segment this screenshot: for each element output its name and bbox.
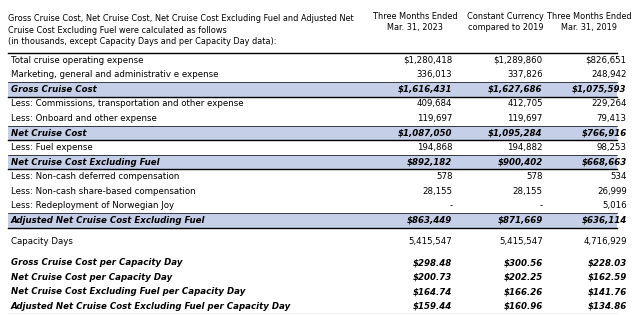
Text: $1,075,593: $1,075,593 (572, 85, 627, 94)
Text: Gross Cruise Cost: Gross Cruise Cost (11, 85, 97, 94)
Text: $159.44: $159.44 (413, 302, 452, 311)
Text: Less: Commissions, transportation and other expense: Less: Commissions, transportation and ot… (11, 100, 243, 108)
Text: $228.03: $228.03 (588, 258, 627, 267)
Text: Gross Cruise Cost per Capacity Day: Gross Cruise Cost per Capacity Day (11, 258, 182, 267)
Text: Less: Non-cash deferred compensation: Less: Non-cash deferred compensation (11, 172, 179, 181)
Bar (8, 126, 618, 140)
Text: 5,415,547: 5,415,547 (499, 237, 543, 246)
Text: Gross Cruise Cost, Net Cruise Cost, Net Cruise Cost Excluding Fuel and Adjusted : Gross Cruise Cost, Net Cruise Cost, Net … (8, 14, 353, 47)
Text: $1,627,686: $1,627,686 (488, 85, 543, 94)
Text: Adjusted Net Cruise Cost Excluding Fuel per Capacity Day: Adjusted Net Cruise Cost Excluding Fuel … (11, 302, 291, 311)
Text: $300.56: $300.56 (504, 258, 543, 267)
Text: 229,264: 229,264 (591, 100, 627, 108)
Text: Net Cruise Cost Excluding Fuel: Net Cruise Cost Excluding Fuel (11, 158, 159, 167)
Text: 5,415,547: 5,415,547 (409, 237, 452, 246)
Text: $141.76: $141.76 (588, 287, 627, 296)
Text: 194,882: 194,882 (507, 143, 543, 152)
Text: 336,013: 336,013 (417, 70, 452, 79)
Text: 578: 578 (526, 172, 543, 181)
Text: Constant Currency
compared to 2019: Constant Currency compared to 2019 (467, 12, 544, 32)
Text: Marketing, general and administrativ e expense: Marketing, general and administrativ e e… (11, 70, 218, 79)
Text: $202.25: $202.25 (504, 273, 543, 282)
Text: $766,916: $766,916 (581, 129, 627, 138)
Text: 534: 534 (610, 172, 627, 181)
Text: $892,182: $892,182 (407, 158, 452, 167)
Text: $636,114: $636,114 (581, 216, 627, 225)
Text: Capacity Days: Capacity Days (11, 237, 72, 246)
Bar (8, 213, 618, 228)
Text: 578: 578 (436, 172, 452, 181)
Text: 119,697: 119,697 (417, 114, 452, 123)
Text: -: - (540, 201, 543, 210)
Text: 409,684: 409,684 (417, 100, 452, 108)
Text: $826,651: $826,651 (586, 56, 627, 65)
Text: 4,716,929: 4,716,929 (583, 237, 627, 246)
Text: 28,155: 28,155 (513, 187, 543, 196)
Text: Less: Onboard and other expense: Less: Onboard and other expense (11, 114, 157, 123)
Text: Net Cruise Cost Excluding Fuel per Capacity Day: Net Cruise Cost Excluding Fuel per Capac… (11, 287, 245, 296)
Text: Less: Fuel expense: Less: Fuel expense (11, 143, 92, 152)
Text: 337,826: 337,826 (507, 70, 543, 79)
Text: 412,705: 412,705 (507, 100, 543, 108)
Bar (8, 82, 618, 97)
Text: 5,016: 5,016 (602, 201, 627, 210)
Text: $298.48: $298.48 (413, 258, 452, 267)
Text: Total cruise operating expense: Total cruise operating expense (11, 56, 143, 65)
Text: $164.74: $164.74 (413, 287, 452, 296)
Text: $134.86: $134.86 (588, 302, 627, 311)
Text: Net Cruise Cost: Net Cruise Cost (11, 129, 86, 138)
Text: 28,155: 28,155 (422, 187, 452, 196)
Text: $871,669: $871,669 (497, 216, 543, 225)
Text: $1,289,860: $1,289,860 (493, 56, 543, 65)
Text: $160.96: $160.96 (504, 302, 543, 311)
Text: Less: Redeployment of Norwegian Joy: Less: Redeployment of Norwegian Joy (11, 201, 174, 210)
Text: Three Months Ended
Mar. 31, 2019: Three Months Ended Mar. 31, 2019 (547, 12, 632, 32)
Text: Three Months Ended
Mar. 31, 2023: Three Months Ended Mar. 31, 2023 (373, 12, 458, 32)
Text: $900,402: $900,402 (497, 158, 543, 167)
Text: Adjusted Net Cruise Cost Excluding Fuel: Adjusted Net Cruise Cost Excluding Fuel (11, 216, 205, 225)
Text: $1,095,284: $1,095,284 (488, 129, 543, 138)
Text: $166.26: $166.26 (504, 287, 543, 296)
Text: $200.73: $200.73 (413, 273, 452, 282)
Text: -: - (449, 201, 452, 210)
Text: 79,413: 79,413 (596, 114, 627, 123)
Text: Net Cruise Cost per Capacity Day: Net Cruise Cost per Capacity Day (11, 273, 172, 282)
Text: $863,449: $863,449 (407, 216, 452, 225)
Text: $162.59: $162.59 (588, 273, 627, 282)
Text: $1,280,418: $1,280,418 (403, 56, 452, 65)
Text: $1,616,431: $1,616,431 (398, 85, 452, 94)
Text: $1,087,050: $1,087,050 (398, 129, 452, 138)
Text: 248,942: 248,942 (591, 70, 627, 79)
Text: 98,253: 98,253 (596, 143, 627, 152)
Bar (8, 155, 618, 169)
Text: 194,868: 194,868 (417, 143, 452, 152)
Text: 119,697: 119,697 (508, 114, 543, 123)
Text: $668,663: $668,663 (581, 158, 627, 167)
Text: 26,999: 26,999 (597, 187, 627, 196)
Text: Less: Non-cash share-based compensation: Less: Non-cash share-based compensation (11, 187, 195, 196)
